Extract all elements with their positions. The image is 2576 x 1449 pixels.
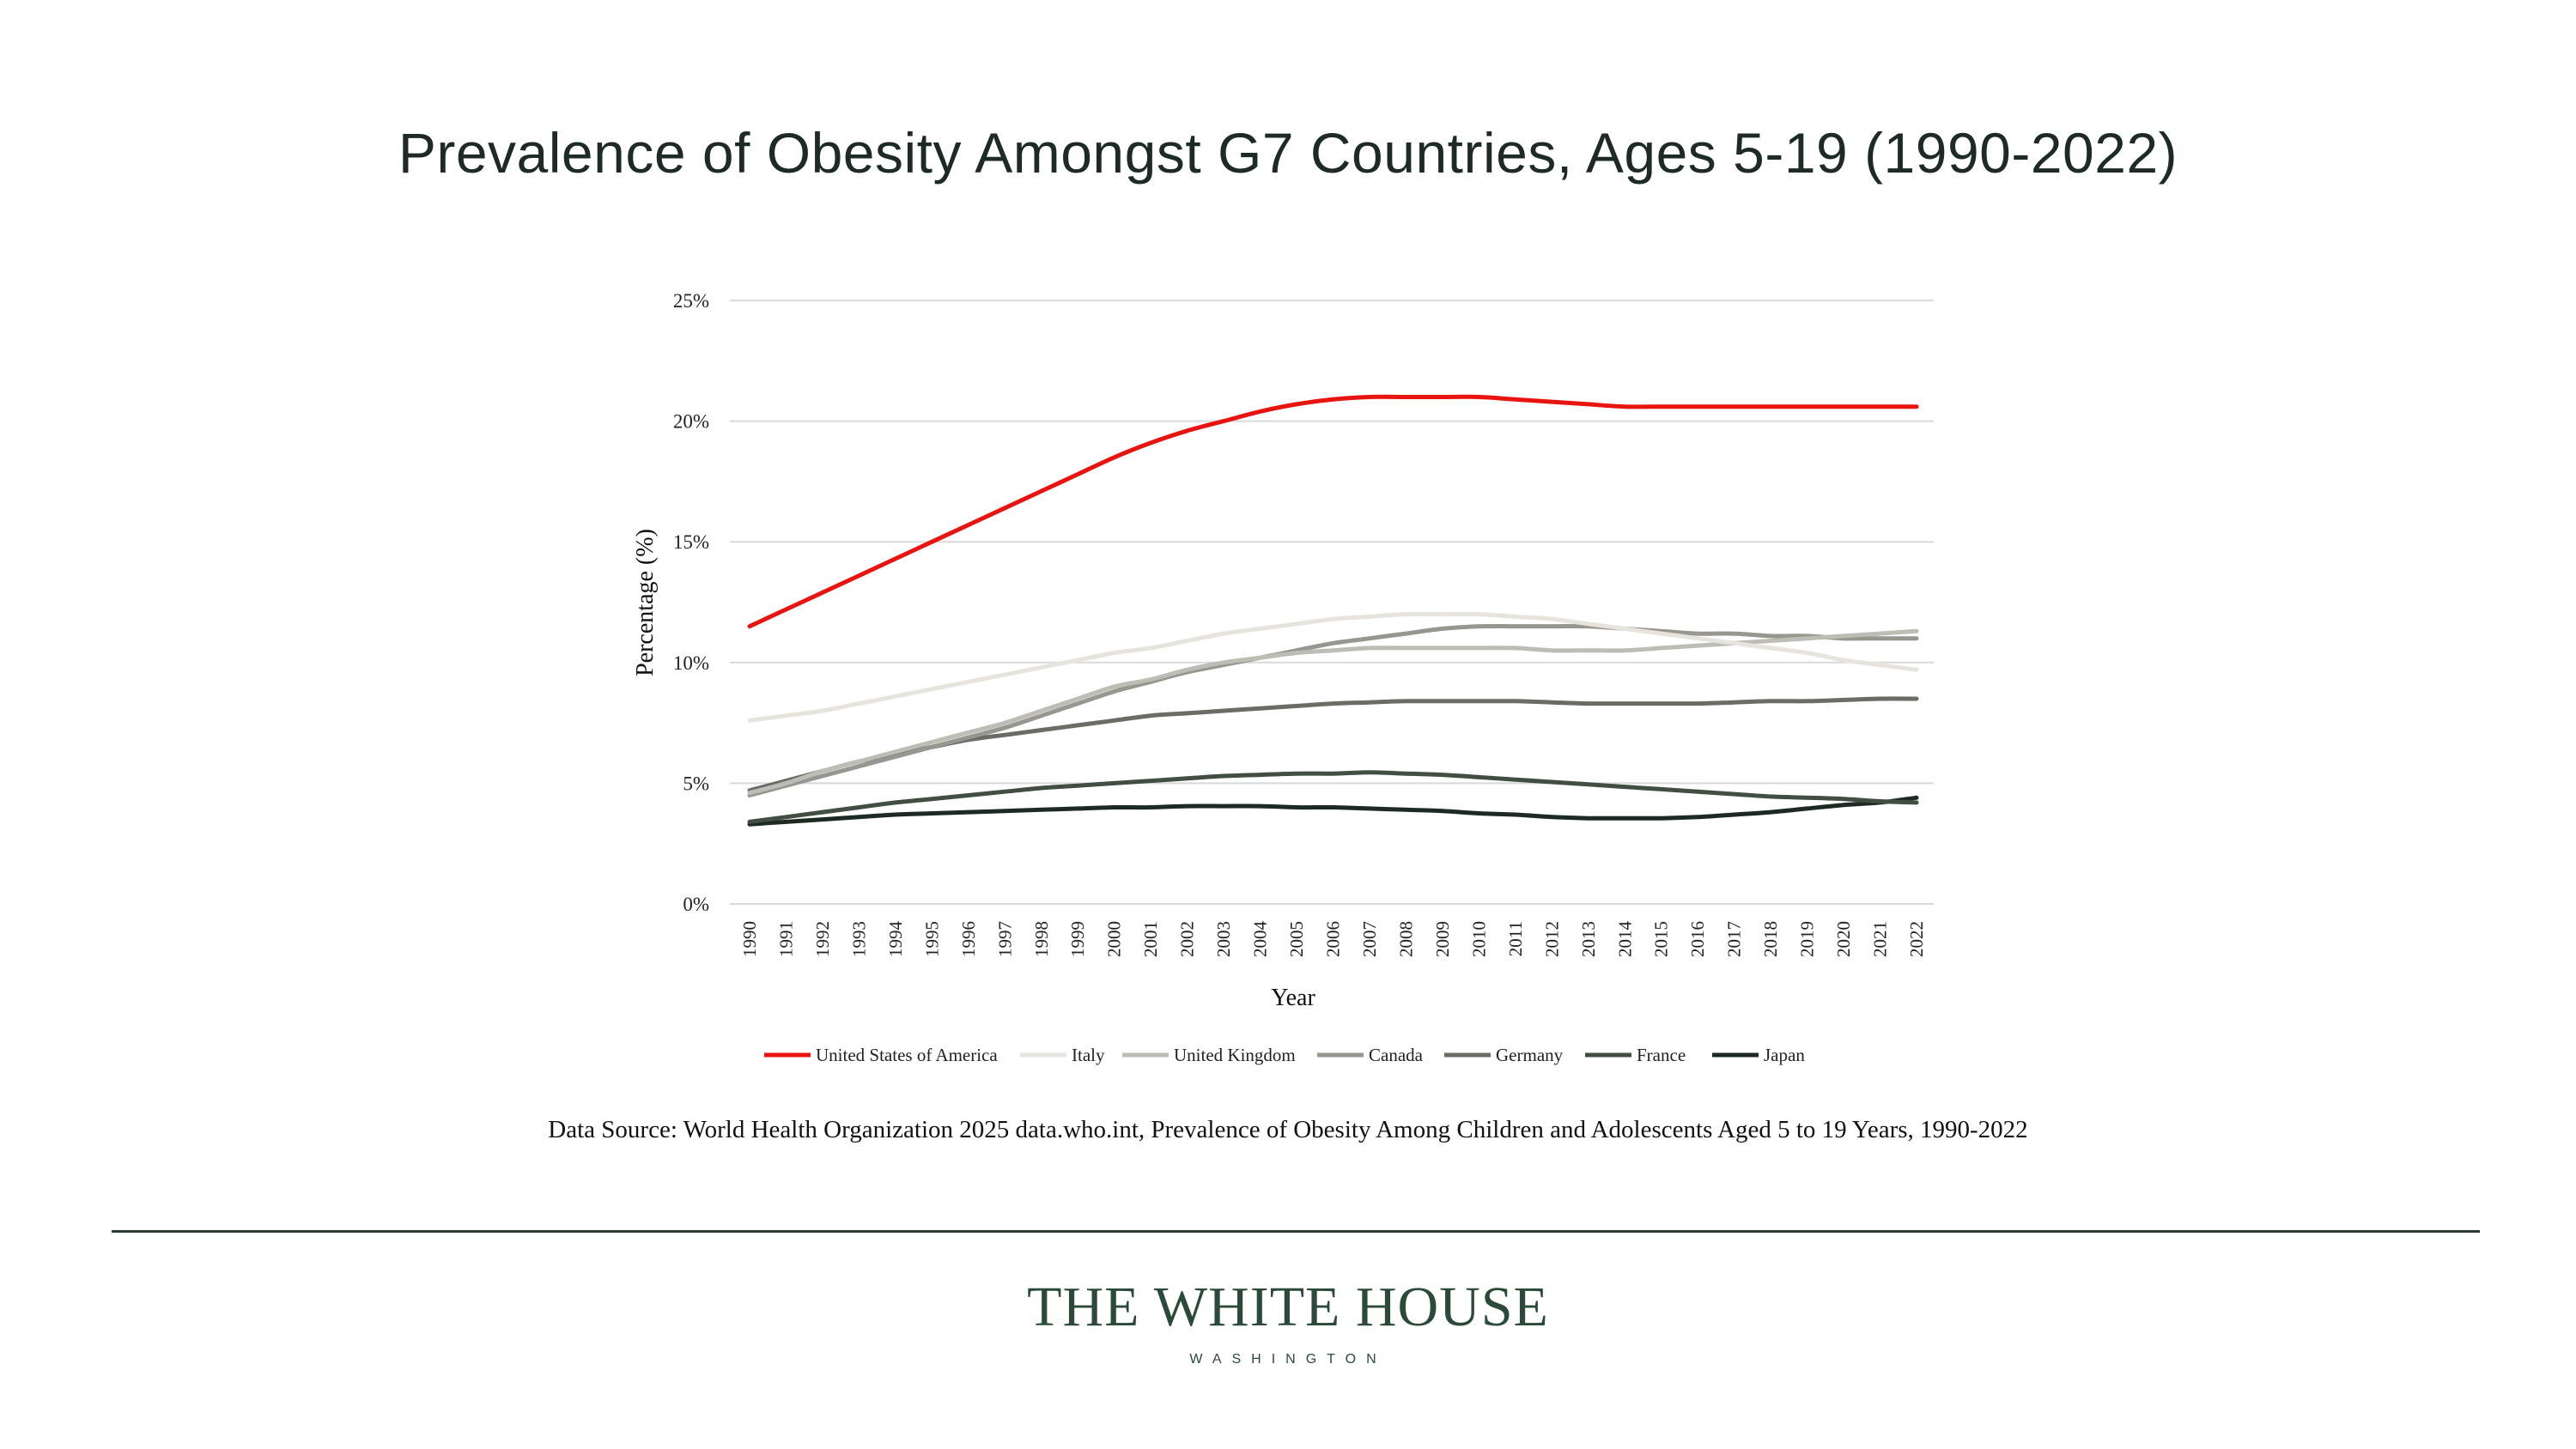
legend-label: France: [1637, 1045, 1686, 1065]
series-line-canada: [747, 623, 1919, 797]
x-tick-label: 2003: [1213, 921, 1234, 957]
y-tick-label: 5%: [683, 773, 709, 794]
legend-item-france: France: [1585, 1045, 1686, 1065]
legend-item-united-states-of-america: United States of America: [764, 1045, 998, 1065]
data-source-note: Data Source: World Health Organization 2…: [548, 1116, 2028, 1143]
x-tick-label: 1998: [1031, 921, 1052, 957]
footer-divider: [112, 1230, 2480, 1233]
legend-item-italy: Italy: [1020, 1045, 1105, 1065]
x-tick-label: 2017: [1724, 921, 1745, 957]
legend-label: United Kingdom: [1174, 1045, 1296, 1065]
x-tick-label: 2018: [1760, 921, 1781, 957]
legend-item-united-kingdom: United Kingdom: [1122, 1045, 1296, 1065]
x-tick-label: 2007: [1359, 921, 1380, 957]
legend-label: United States of America: [816, 1045, 998, 1065]
x-axis: 1990 1991 1992 1993 1994 1995 1996 1997 1998 1999…: [739, 921, 1927, 958]
series-lines: [747, 394, 1919, 827]
logo-subtitle: WASHINGTON: [1189, 1352, 1387, 1367]
x-tick-label: 1991: [775, 921, 796, 957]
x-tick-label: 1994: [885, 921, 906, 958]
legend-label: Germany: [1496, 1045, 1564, 1065]
y-tick-label: 20%: [673, 411, 709, 433]
x-tick-label: 2011: [1505, 921, 1526, 956]
legend-item-canada: Canada: [1317, 1045, 1424, 1065]
white-house-logo: THE WHITE HOUSE WASHINGTON: [0, 1279, 2576, 1367]
x-tick-label: 2006: [1323, 921, 1344, 957]
x-tick-label: 1999: [1067, 921, 1088, 957]
x-tick-label: 1993: [848, 921, 869, 957]
legend-label: Canada: [1369, 1045, 1424, 1065]
logo-wordmark: THE WHITE HOUSE: [1027, 1276, 1549, 1338]
x-tick-label: 2005: [1286, 921, 1307, 957]
series-line-united-kingdom: [747, 628, 1919, 796]
x-tick-label: 2012: [1541, 921, 1562, 957]
x-tick-label: 1990: [739, 921, 760, 957]
x-tick-label: 1997: [994, 921, 1015, 957]
x-tick-label: 2021: [1870, 921, 1891, 957]
x-tick-label: 2014: [1614, 921, 1635, 958]
x-tick-label: 2020: [1833, 921, 1854, 957]
series-line-france: [747, 770, 1919, 824]
legend-label: Italy: [1072, 1045, 1105, 1065]
legend-label: Japan: [1764, 1045, 1805, 1065]
x-tick-label: 2016: [1687, 921, 1708, 957]
y-tick-label: 10%: [673, 652, 709, 674]
x-tick-label: 1992: [812, 921, 833, 957]
y-tick-label: 0%: [683, 894, 709, 915]
y-tick-label: 15%: [673, 531, 709, 553]
x-tick-label: 2001: [1140, 921, 1161, 957]
x-axis-title: Year: [1271, 985, 1315, 1011]
page-title: Prevalence of Obesity Amongst G7 Countri…: [398, 121, 2178, 185]
x-tick-label: 2015: [1651, 921, 1672, 957]
x-tick-label: 2002: [1177, 921, 1198, 957]
legend: United States of America Italy United King…: [764, 1045, 1805, 1065]
y-axis: 0% 5% 10% 15% 20% 25%: [673, 290, 709, 915]
x-tick-label: 2013: [1578, 921, 1599, 957]
x-tick-label: 2019: [1797, 921, 1818, 957]
series-line-united-states-of-america: [747, 394, 1919, 629]
y-axis-title: Percentage (%): [632, 529, 659, 676]
x-tick-label: 2009: [1432, 921, 1453, 957]
y-tick-label: 25%: [673, 290, 709, 312]
x-tick-label: 2008: [1395, 921, 1416, 957]
x-tick-label: 2022: [1906, 921, 1927, 957]
x-tick-label: 1996: [958, 921, 979, 957]
legend-item-germany: Germany: [1444, 1045, 1564, 1065]
series-line-japan: [747, 795, 1919, 827]
x-tick-label: 1995: [921, 921, 942, 957]
x-tick-label: 2000: [1104, 921, 1125, 957]
series-line-italy: [747, 611, 1919, 723]
x-tick-label: 2010: [1468, 921, 1489, 957]
x-tick-label: 2004: [1250, 921, 1271, 958]
legend-item-japan: Japan: [1712, 1045, 1805, 1065]
